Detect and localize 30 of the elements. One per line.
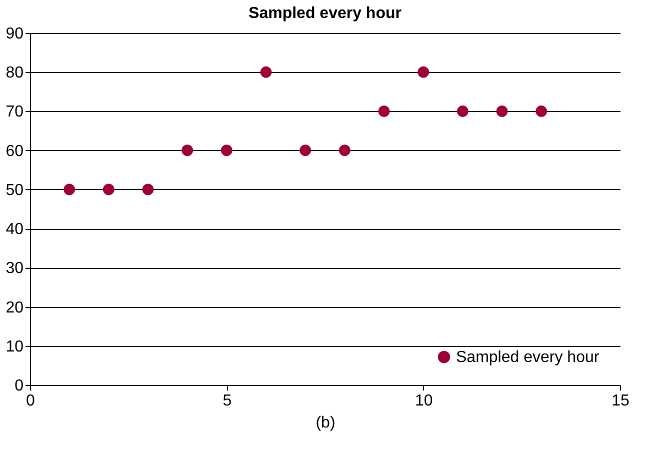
x-tick-label: 10 (414, 392, 433, 410)
y-tick-label: 60 (6, 142, 24, 160)
point (220, 144, 232, 156)
point (496, 106, 508, 117)
x-tick-label: 0 (26, 392, 36, 410)
point (418, 66, 430, 78)
point (456, 106, 468, 117)
y-tick-label: 70 (6, 104, 24, 121)
point (64, 184, 76, 196)
y-tick-label: 50 (6, 182, 24, 199)
y-tick-label: 30 (6, 260, 24, 278)
point (142, 184, 154, 196)
y-tick-label: 0 (14, 378, 24, 394)
x-tick-label: 15 (612, 392, 630, 410)
legend-label: Sampled every hour (456, 349, 600, 366)
point (536, 106, 548, 117)
y-tick-label: 80 (6, 64, 24, 82)
y-tick-label: 20 (6, 299, 24, 316)
y-tick-label: 10 (6, 338, 24, 356)
chart-title: Sampled every hour (248, 5, 402, 22)
point (102, 184, 114, 196)
y-tick-label: 90 (6, 26, 24, 42)
point (338, 144, 350, 156)
y-tick-label: 40 (6, 221, 24, 238)
point (300, 144, 312, 156)
point (378, 106, 390, 117)
point (260, 66, 272, 78)
point (182, 144, 194, 156)
x-tick-label: 5 (222, 392, 232, 410)
text: (b) (316, 414, 336, 432)
